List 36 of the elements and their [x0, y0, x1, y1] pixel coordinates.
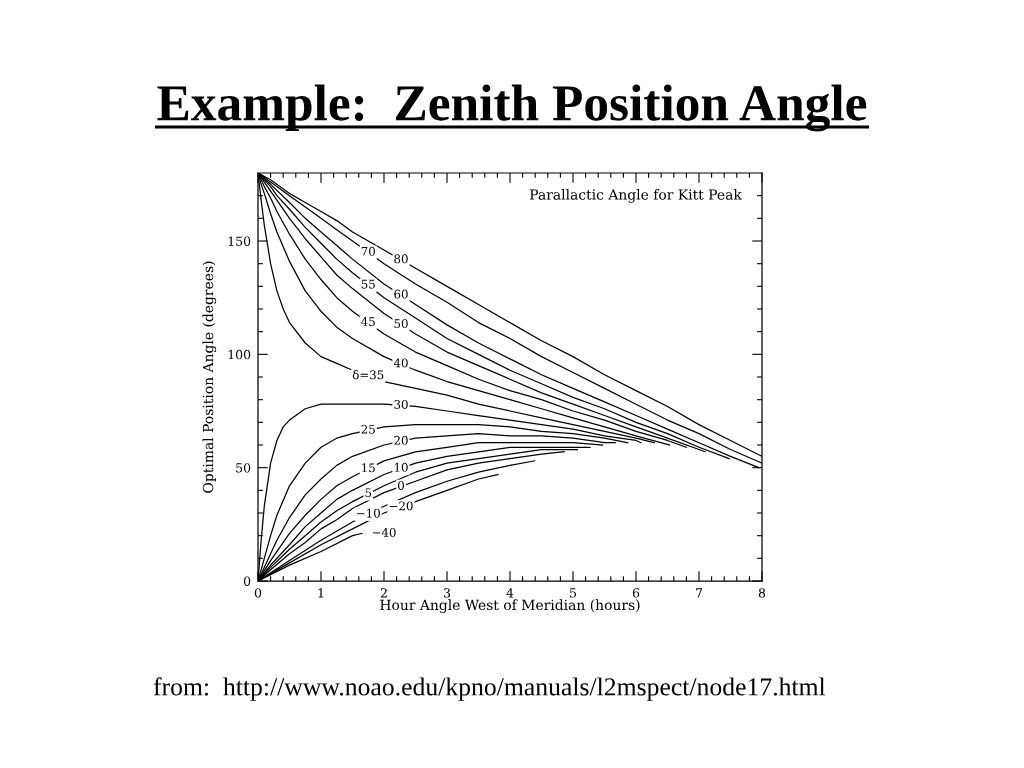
- y-tick-label: 0: [243, 576, 251, 586]
- text: from: http://www.noao.edu/kpno/manuals/l2mspect/node17.html: [153, 677, 826, 701]
- y-tick-label: 100: [228, 349, 251, 360]
- series-label: 70: [361, 246, 375, 256]
- series-label: 15: [362, 463, 375, 473]
- x-tick-label: 4: [506, 588, 514, 598]
- series-label: 40: [393, 358, 408, 368]
- y-tick-label: 50: [236, 463, 251, 473]
- series-label: 55: [361, 279, 375, 289]
- x-tick-label: 0: [254, 588, 262, 598]
- y-tick-label: 150: [228, 236, 251, 246]
- y-axis-title: Optimal Position Angle (degrees): [202, 261, 217, 493]
- x-axis-title: Hour Angle West of Meridian (hours): [380, 599, 640, 613]
- series-label: 10: [394, 462, 408, 472]
- series-label: 5: [365, 488, 372, 498]
- series-label: 0: [398, 480, 404, 490]
- x-tick-label: 6: [632, 588, 640, 598]
- series-label: 50: [394, 319, 408, 328]
- x-tick-label: 8: [758, 588, 766, 598]
- x-tick-label: 1: [318, 588, 324, 598]
- text: Parallactic Angle for Kitt Peak: [530, 189, 742, 203]
- series-label: 25: [361, 424, 375, 434]
- series-label: 80: [394, 254, 408, 264]
- series-label: 30: [394, 399, 408, 409]
- series-label: −20: [389, 501, 413, 511]
- series-label: 20: [394, 435, 408, 445]
- series-label: −40: [372, 527, 396, 537]
- chart-title: Example: Zenith Position Angle: [157, 84, 867, 132]
- series-label: δ=35: [352, 370, 384, 380]
- x-tick-label: 7: [696, 588, 703, 598]
- series-label: 45: [361, 317, 375, 327]
- x-tick-label: 2: [380, 588, 387, 598]
- x-tick-label: 3: [443, 588, 451, 598]
- series-label: −10: [357, 508, 380, 518]
- series-label: 60: [394, 289, 408, 299]
- x-tick-label: 5: [570, 588, 577, 598]
